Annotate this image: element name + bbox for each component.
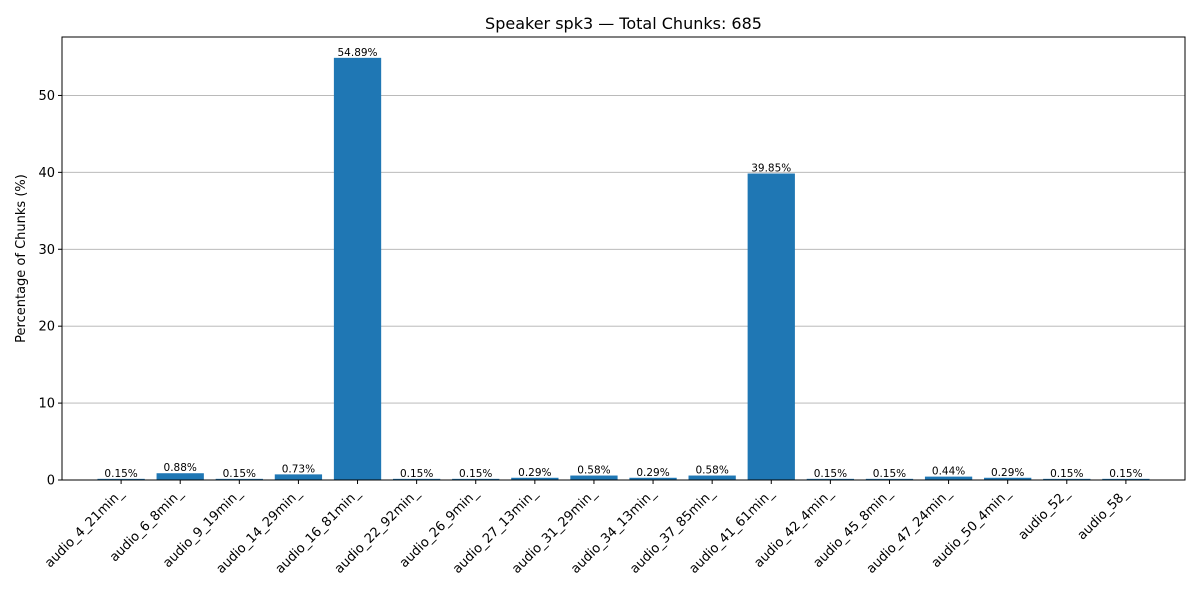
y-tick-label: 50: [38, 89, 55, 104]
bar-value-label: 0.73%: [282, 463, 315, 475]
y-tick-label: 40: [38, 166, 55, 181]
bar-value-label: 0.58%: [577, 465, 610, 477]
bar-value-label: 0.15%: [873, 468, 906, 480]
bar: [865, 478, 914, 480]
x-tick-label: audio_58_: [1075, 486, 1132, 543]
bar-value-label: 0.15%: [1050, 468, 1083, 480]
plot-frame: [61, 36, 1186, 481]
bars: [97, 57, 1150, 481]
bar-value-label: 0.15%: [459, 468, 492, 480]
bar: [688, 475, 736, 480]
bar-value-label: 0.15%: [814, 468, 847, 480]
y-tick-label: 30: [38, 243, 55, 258]
x-axis: audio_4_21min_audio_6_8min_audio_9_19min…: [42, 480, 1132, 577]
x-tick-label: audio_52_: [1016, 486, 1073, 543]
y-tick-label: 10: [38, 397, 55, 412]
bar: [392, 478, 441, 480]
bar: [806, 478, 855, 480]
bar: [274, 474, 323, 480]
bar: [97, 478, 145, 480]
bar: [156, 473, 204, 480]
y-tick-label: 0: [47, 474, 55, 489]
bar-value-label: 0.29%: [636, 467, 669, 479]
y-tick-label: 20: [38, 320, 55, 335]
bar: [629, 477, 677, 480]
bar-value-label: 0.44%: [932, 466, 965, 478]
bar: [511, 477, 559, 480]
bar: [924, 476, 973, 480]
bar-value-label: 0.15%: [400, 468, 433, 480]
bar: [452, 478, 500, 480]
bar: [1102, 478, 1150, 480]
chart-title: Speaker spk3 — Total Chunks: 685: [485, 14, 762, 33]
bar-value-label: 39.85%: [751, 163, 791, 175]
bar: [570, 475, 618, 480]
bar-value-label: 0.15%: [104, 468, 137, 480]
bar-value-label: 0.15%: [223, 468, 256, 480]
bar: [747, 173, 795, 480]
bar-value-label: 54.89%: [338, 47, 378, 59]
bar: [333, 57, 382, 481]
grid-lines: [62, 95, 1185, 404]
bar-value-label: 0.29%: [991, 467, 1024, 479]
bar-value-label: 0.88%: [164, 462, 197, 474]
bar: [984, 477, 1032, 480]
bar-value-label: 0.58%: [695, 465, 728, 477]
y-axis: 0 10 20 30 40 50: [38, 89, 62, 489]
bar-value-label: 0.29%: [518, 467, 551, 479]
y-axis-label: Percentage of Chunks (%): [14, 174, 29, 343]
bar: [215, 478, 263, 480]
bar-value-label: 0.15%: [1109, 468, 1142, 480]
bar: [1043, 478, 1091, 480]
data-labels: 0.15% 0.88% 0.15% 0.73% 54.89% 0.15% 0.15% 0.29…: [104, 47, 1142, 480]
